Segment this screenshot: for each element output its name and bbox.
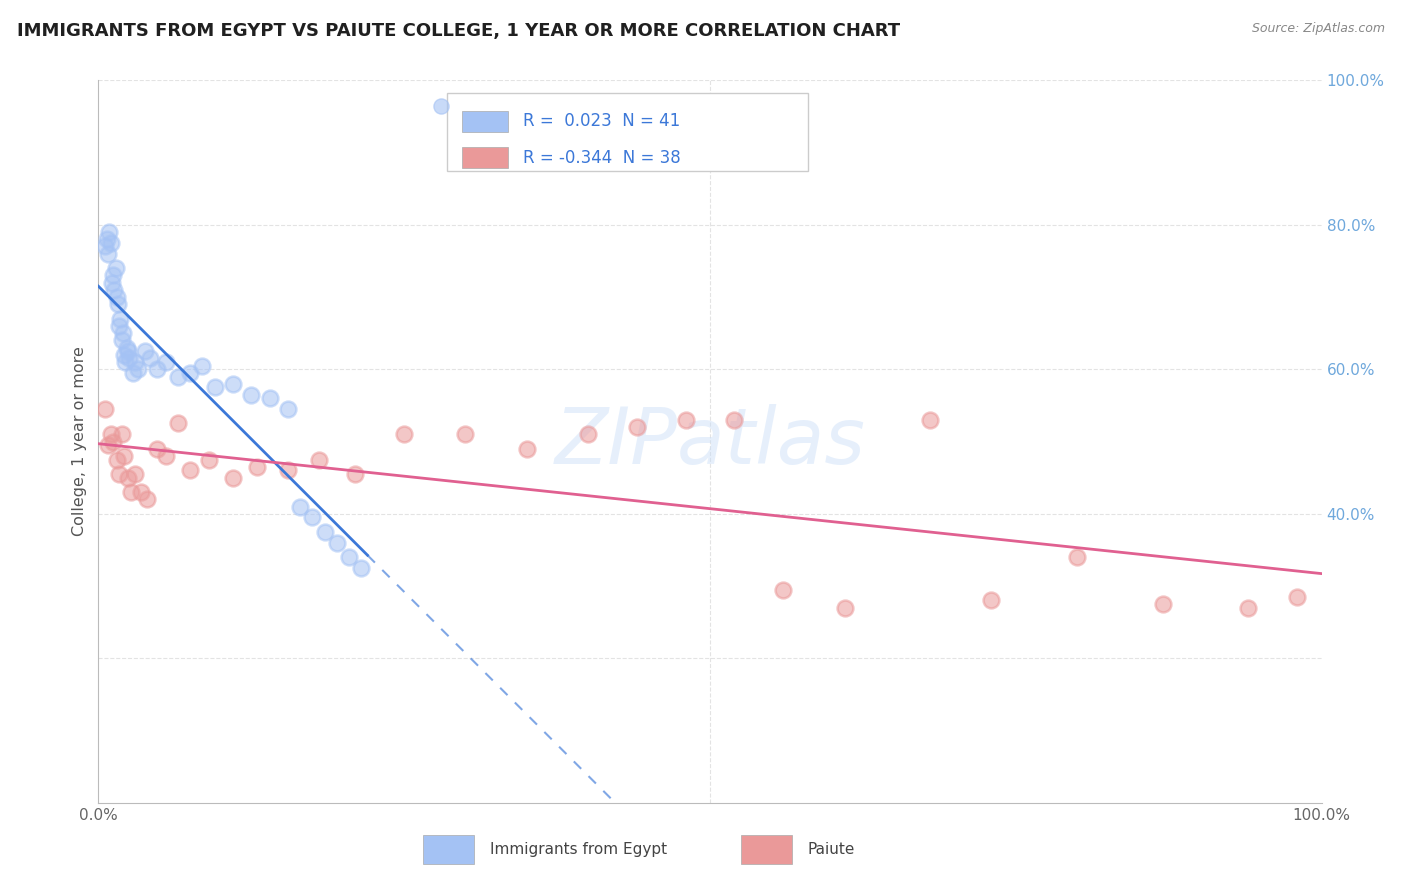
Point	[290, 500, 312, 514]
Point	[118, 351, 141, 366]
Point	[179, 366, 201, 380]
Point	[920, 413, 942, 427]
Point	[105, 290, 128, 304]
Point	[301, 510, 323, 524]
FancyBboxPatch shape	[461, 111, 508, 132]
Point	[167, 417, 190, 431]
Point	[980, 593, 1002, 607]
Point	[97, 438, 120, 452]
Point	[308, 452, 330, 467]
Point	[117, 344, 139, 359]
Point	[93, 402, 115, 417]
Point	[101, 276, 124, 290]
Point	[110, 311, 132, 326]
Point	[155, 355, 177, 369]
Point	[314, 524, 336, 539]
Point	[108, 467, 131, 481]
Point	[101, 268, 124, 283]
Point	[105, 452, 128, 467]
Point	[430, 98, 453, 112]
Text: Immigrants from Egypt: Immigrants from Egypt	[489, 842, 666, 857]
Point	[277, 402, 299, 417]
Point	[1237, 600, 1260, 615]
Point	[120, 485, 142, 500]
Point	[121, 366, 143, 380]
Point	[204, 380, 226, 394]
Point	[134, 344, 156, 359]
Point	[222, 376, 245, 391]
Text: Paiute: Paiute	[808, 842, 855, 857]
Point	[111, 427, 134, 442]
Point	[675, 413, 697, 427]
Text: R =  0.023  N = 41: R = 0.023 N = 41	[523, 112, 681, 130]
Point	[454, 427, 477, 442]
Point	[834, 600, 856, 615]
Point	[124, 355, 146, 369]
Point	[1152, 597, 1174, 611]
Point	[350, 561, 373, 575]
Point	[112, 449, 135, 463]
Point	[97, 246, 120, 260]
Y-axis label: College, 1 year or more: College, 1 year or more	[72, 347, 87, 536]
Point	[191, 359, 214, 373]
Point	[127, 362, 149, 376]
Point	[136, 492, 159, 507]
Point	[576, 427, 599, 442]
FancyBboxPatch shape	[741, 835, 792, 864]
Point	[337, 550, 360, 565]
Point	[197, 452, 219, 467]
Point	[103, 283, 125, 297]
Point	[98, 225, 121, 239]
Point	[93, 239, 115, 253]
Point	[259, 391, 281, 405]
FancyBboxPatch shape	[447, 93, 808, 170]
Point	[111, 326, 134, 340]
Point	[112, 348, 135, 362]
Point	[111, 334, 134, 348]
Point	[108, 318, 131, 333]
Point	[117, 470, 139, 484]
Point	[167, 369, 190, 384]
Point	[115, 341, 138, 355]
Point	[124, 467, 146, 481]
Text: IMMIGRANTS FROM EGYPT VS PAIUTE COLLEGE, 1 YEAR OR MORE CORRELATION CHART: IMMIGRANTS FROM EGYPT VS PAIUTE COLLEGE,…	[17, 22, 900, 40]
Point	[101, 434, 124, 449]
Point	[515, 442, 537, 456]
Point	[139, 351, 162, 366]
Point	[326, 535, 349, 549]
Point	[772, 582, 794, 597]
Point	[107, 297, 129, 311]
Point	[222, 470, 245, 484]
Point	[129, 485, 152, 500]
Point	[146, 442, 169, 456]
Point	[392, 427, 416, 442]
Text: R = -0.344  N = 38: R = -0.344 N = 38	[523, 149, 681, 167]
FancyBboxPatch shape	[461, 147, 508, 169]
Point	[100, 427, 122, 442]
Point	[146, 362, 169, 376]
Point	[344, 467, 367, 481]
Point	[246, 459, 269, 474]
FancyBboxPatch shape	[423, 835, 474, 864]
Point	[723, 413, 745, 427]
Point	[104, 261, 127, 276]
Point	[114, 355, 136, 369]
Point	[1286, 590, 1309, 604]
Point	[100, 235, 122, 250]
Point	[277, 463, 299, 477]
Point	[179, 463, 201, 477]
Point	[626, 420, 648, 434]
Text: ZIPatlas: ZIPatlas	[554, 403, 866, 480]
Text: Source: ZipAtlas.com: Source: ZipAtlas.com	[1251, 22, 1385, 36]
Point	[240, 387, 263, 401]
Point	[1066, 550, 1088, 565]
Point	[155, 449, 177, 463]
Point	[96, 232, 118, 246]
